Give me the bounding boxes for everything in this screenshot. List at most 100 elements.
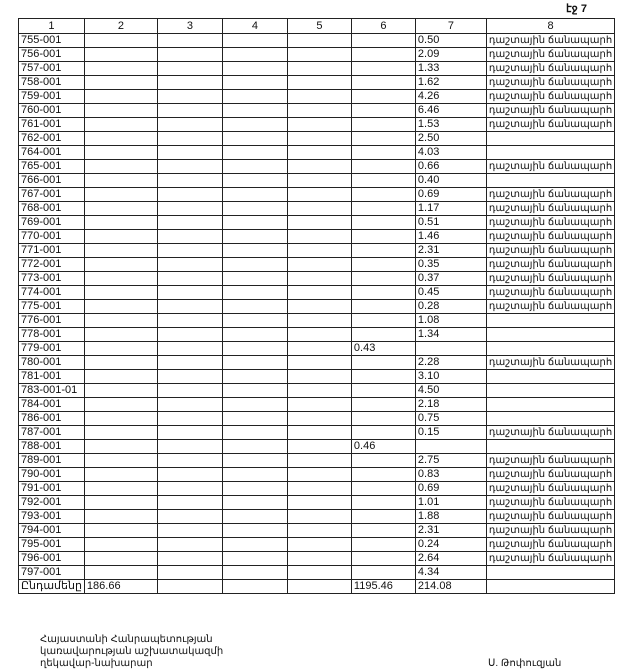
cell	[221, 89, 288, 104]
table-row: 765-001 0.66 դաշտային ճանապարհ	[18, 159, 616, 174]
cell	[156, 33, 223, 48]
footer-line: ղեկավար-նախարար	[40, 658, 153, 669]
cell: 0.45	[414, 285, 487, 300]
cell	[350, 397, 416, 412]
cell	[286, 131, 352, 146]
cell	[156, 89, 223, 104]
cell	[83, 47, 158, 62]
cell: 1.88	[414, 509, 487, 524]
cell: դաշտային ճանապարհ	[485, 271, 616, 286]
cell	[286, 103, 352, 118]
table-row: 768-001 1.17 դաշտային ճանապարհ	[18, 201, 616, 216]
cell: դաշտային ճանապարհ	[485, 355, 616, 370]
cell	[350, 523, 416, 538]
cell	[156, 215, 223, 230]
cell	[156, 243, 223, 258]
cell	[83, 75, 158, 90]
cell: 776-001	[18, 313, 85, 328]
table-row: 770-001 1.46 դաշտային ճանապարհ	[18, 229, 616, 244]
cell	[286, 425, 352, 440]
cell: 762-001	[18, 131, 85, 146]
table-row: 786-001 0.75	[18, 411, 616, 426]
cell	[83, 481, 158, 496]
cell	[286, 229, 352, 244]
cell	[83, 215, 158, 230]
cell	[286, 201, 352, 216]
table-row: 766-001 0.40	[18, 173, 616, 188]
cell	[485, 145, 616, 160]
cell	[350, 481, 416, 496]
table-row: 779-001 0.43	[18, 341, 616, 356]
cell	[485, 439, 616, 454]
cell: 2.18	[414, 397, 487, 412]
cell	[221, 173, 288, 188]
cell	[156, 355, 223, 370]
cell	[286, 397, 352, 412]
column-header: 7	[414, 18, 487, 34]
cell: 1.01	[414, 495, 487, 510]
cell: դաշտային ճանապարհ	[485, 75, 616, 90]
cell	[221, 33, 288, 48]
cell	[286, 271, 352, 286]
cell	[286, 75, 352, 90]
cell	[83, 439, 158, 454]
cell	[83, 229, 158, 244]
cell	[83, 299, 158, 314]
cell	[156, 425, 223, 440]
table-row: 791-001 0.69 դաշտային ճանապարհ	[18, 481, 616, 496]
cell	[83, 131, 158, 146]
cell: 0.69	[414, 481, 487, 496]
cell	[83, 327, 158, 342]
column-header: 2	[83, 18, 158, 34]
cell	[286, 89, 352, 104]
cell: 0.83	[414, 467, 487, 482]
cell	[286, 467, 352, 482]
column-header: 8	[485, 18, 616, 34]
cell	[350, 425, 416, 440]
cell	[156, 523, 223, 538]
cell	[83, 257, 158, 272]
cell: 0.50	[414, 33, 487, 48]
cell	[156, 537, 223, 552]
cell	[350, 61, 416, 76]
cell: 1.34	[414, 327, 487, 342]
table-row: 769-001 0.51 դաշտային ճանապարհ	[18, 215, 616, 230]
cell: 760-001	[18, 103, 85, 118]
cell: դաշտային ճանապարհ	[485, 509, 616, 524]
cell: դաշտային ճանապարհ	[485, 523, 616, 538]
cell	[350, 75, 416, 90]
cell: 1.17	[414, 201, 487, 216]
cell: դաշտային ճանապարհ	[485, 551, 616, 566]
cell: 4.50	[414, 383, 487, 398]
cell	[156, 187, 223, 202]
cell	[350, 327, 416, 342]
cell: 794-001	[18, 523, 85, 538]
cell	[221, 145, 288, 160]
cell	[286, 369, 352, 384]
table-row: 762-001 2.50	[18, 131, 616, 146]
cell: 4.34	[414, 565, 487, 580]
table-row: 781-001 3.10	[18, 369, 616, 384]
cell	[350, 159, 416, 174]
cell	[286, 145, 352, 160]
cell: 781-001	[18, 369, 85, 384]
table-row: 795-001 0.24 դաշտային ճանապարհ	[18, 537, 616, 552]
cell: 793-001	[18, 509, 85, 524]
cell: դաշտային ճանապարհ	[485, 229, 616, 244]
cell	[221, 495, 288, 510]
cell: 2.28	[414, 355, 487, 370]
cell	[156, 201, 223, 216]
cell	[83, 187, 158, 202]
cell	[221, 481, 288, 496]
cell	[286, 327, 352, 342]
cell: 0.69	[414, 187, 487, 202]
cell	[156, 495, 223, 510]
cell	[221, 425, 288, 440]
column-header: 6	[350, 18, 416, 34]
cell	[286, 341, 352, 356]
cell	[286, 481, 352, 496]
cell	[221, 355, 288, 370]
cell: 759-001	[18, 89, 85, 104]
cell	[350, 495, 416, 510]
cell: 1.33	[414, 61, 487, 76]
